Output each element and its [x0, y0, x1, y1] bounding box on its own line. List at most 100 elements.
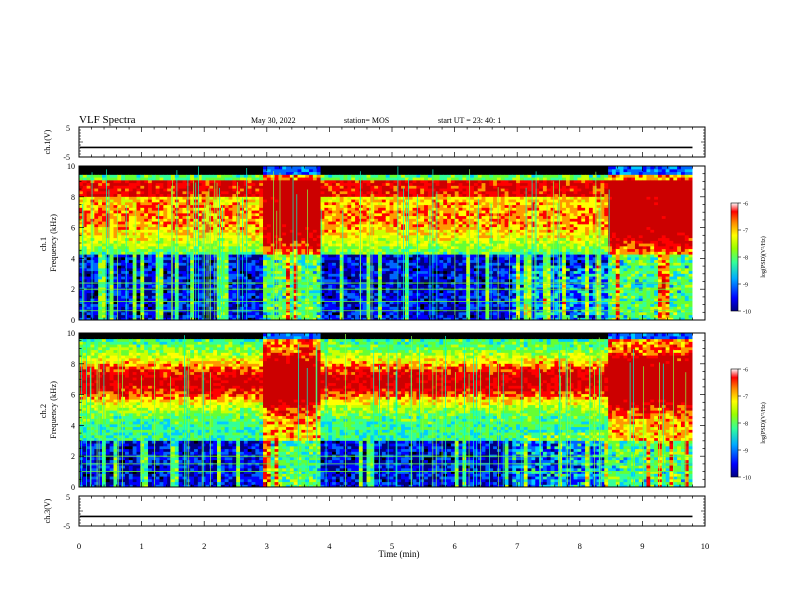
spectrogram-cell [220, 298, 226, 302]
spectrogram-cell [274, 207, 279, 211]
spectrogram-cell [224, 254, 230, 258]
spectrogram-cell [86, 234, 92, 239]
spectrogram-cell [197, 284, 203, 288]
spectrogram-cell [374, 289, 379, 294]
spectrogram-cell [209, 254, 214, 258]
spectrogram-cell [232, 177, 237, 181]
spectrogram-cell [243, 265, 249, 269]
spectrogram-cell [366, 212, 371, 217]
spectrogram-cell [393, 256, 398, 261]
spectrogram-cell [255, 185, 260, 189]
spectrogram-cell [339, 237, 345, 241]
spectrogram-cell [90, 171, 95, 175]
spectrogram-cell [320, 295, 325, 299]
spectrogram-cell [385, 311, 391, 316]
spectrogram-cell [362, 317, 368, 320]
spectrogram-cell [209, 287, 214, 291]
spectrogram-cell [347, 240, 352, 244]
spectrogram-cell [148, 273, 153, 277]
spectrogram-cell [316, 196, 322, 200]
spectrogram-cell [82, 270, 88, 274]
spectrogram-cell [113, 276, 118, 280]
spectrogram-cell [86, 303, 92, 307]
spectrogram-cell [171, 287, 176, 291]
spectrogram-cell [343, 201, 348, 206]
spectrogram-cell [328, 240, 333, 244]
spectrogram-cell [320, 262, 325, 266]
spectrogram-cell [224, 284, 230, 288]
spectrogram-cell [324, 292, 329, 296]
spectrogram-cell [213, 177, 218, 181]
spectrogram-cell [278, 276, 283, 280]
spectrogram-cell [362, 196, 368, 200]
spectrogram-cell [366, 221, 371, 225]
spectrogram-cell [194, 295, 199, 299]
spectrogram-cell [343, 311, 348, 316]
spectrogram-cell [351, 248, 356, 252]
spectrogram-cell [194, 221, 199, 225]
spectrogram-cell [332, 215, 337, 219]
spectrogram-cell [332, 190, 337, 195]
spectrogram-cell [324, 289, 329, 294]
spectrogram-cell [255, 215, 260, 219]
spectrogram-cell [224, 207, 230, 211]
spectrogram-cell [113, 270, 118, 274]
spectrogram-cell [351, 314, 356, 318]
spectrogram-cell [117, 204, 122, 208]
spectrogram-cell [159, 295, 164, 299]
spectrogram-cell [113, 254, 118, 258]
spectrogram-cell [263, 210, 268, 214]
spectrogram-cell [309, 193, 314, 197]
spectrogram-cell [339, 251, 345, 255]
spectrogram-cell [247, 300, 253, 305]
spectrogram-cell [270, 303, 276, 307]
spectrogram-cell [167, 259, 172, 263]
spectrogram-cell [201, 196, 207, 200]
spectrogram-cell [82, 188, 88, 192]
spectrogram-cell [159, 234, 164, 239]
spectrogram-cell [243, 317, 249, 320]
spectrogram-cell [282, 177, 287, 181]
spectrogram-cell [113, 199, 118, 203]
spectrogram-cell [397, 300, 402, 305]
spectrogram-cell [117, 303, 122, 307]
spectrogram-cell [98, 196, 103, 200]
spectrogram-cell [293, 201, 299, 206]
spectrogram-cell [94, 314, 99, 318]
spectrogram-cell [121, 229, 126, 233]
spectrogram-cell [335, 289, 341, 294]
spectrogram-cell [82, 267, 88, 272]
spectrogram-cell [113, 317, 118, 320]
spectrogram-cell [270, 171, 276, 175]
spectrogram-cell [86, 256, 92, 261]
spectrogram-cell [79, 221, 84, 225]
spectrogram-cell [243, 237, 249, 241]
spectrogram-cell [159, 179, 164, 184]
spectrogram-cell [378, 218, 383, 222]
spectrogram-cell [136, 204, 141, 208]
spectrogram-cell [355, 223, 360, 228]
spectrogram-cell [335, 190, 341, 195]
spectrogram-cell [366, 295, 371, 299]
spectrogram-cell [201, 188, 207, 192]
spectrogram-cell [82, 254, 88, 258]
spectrogram-cell [362, 215, 368, 219]
spectrogram-cell [86, 196, 92, 200]
spectrogram-cell [178, 196, 184, 200]
spectrogram-cell [213, 234, 218, 239]
spectrogram-cell [167, 188, 172, 192]
spectrogram-cell [362, 188, 368, 192]
spectrogram-cell [105, 185, 111, 189]
spectrogram-cell [102, 215, 107, 219]
spectrogram-cell [232, 262, 237, 266]
spectrogram-cell [94, 182, 99, 186]
spectrogram-cell [370, 210, 375, 214]
spectrogram-cell [393, 210, 398, 214]
spectrogram-cell [270, 190, 276, 195]
spectrogram-cell [82, 212, 88, 217]
spectrogram-cell [274, 196, 279, 200]
spectrogram-cell [98, 317, 103, 320]
spectrogram-cell [370, 188, 375, 192]
spectrogram-cell [159, 298, 164, 302]
spectrogram-cell [194, 190, 199, 195]
